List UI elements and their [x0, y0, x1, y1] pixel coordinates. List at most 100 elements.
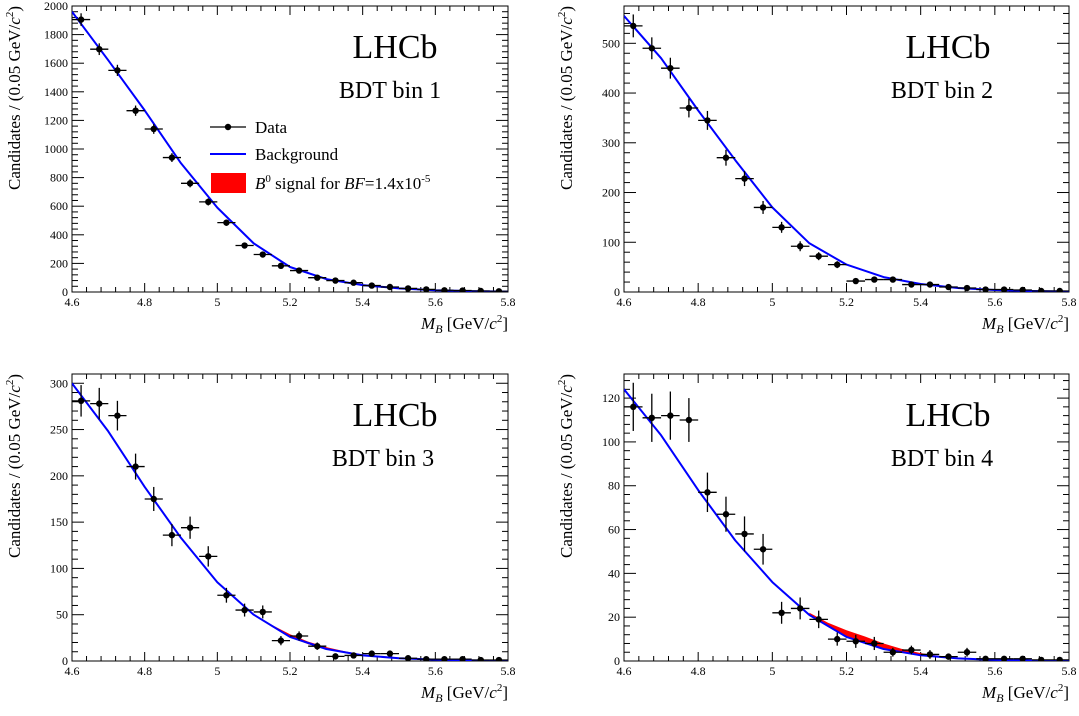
- y-tick-label: 500: [602, 36, 620, 50]
- y-tick-label: 1000: [44, 142, 68, 156]
- x-axis-title-subscript: B: [435, 322, 443, 336]
- data-point: [796, 243, 804, 250]
- x-tick-label: 5: [214, 295, 220, 309]
- data-point: [648, 414, 656, 422]
- data-point-group: [471, 287, 490, 292]
- data-point-group: [790, 241, 810, 252]
- panel-bdt-bin-3: 4.6 4.8 5 5.2 5.4 5.6 5.8 0 50 100 150 200 250 300 MB …: [4, 373, 516, 705]
- data-point: [630, 403, 637, 411]
- data-point-group: [181, 179, 200, 188]
- y-tick-label: 0: [62, 654, 68, 668]
- data-point: [778, 609, 785, 617]
- x-tick-label: 5.2: [839, 295, 854, 309]
- data-point: [423, 286, 430, 292]
- data-point-group: [846, 634, 866, 648]
- x-tick-label: 5.8: [501, 664, 516, 678]
- x-tick-label: 4.8: [137, 295, 152, 309]
- data-point-group: [380, 283, 399, 291]
- y-tick-label: 0: [62, 285, 68, 299]
- data-point-group: [344, 652, 363, 659]
- y-axis-title-c: c: [557, 385, 576, 393]
- x-tick-label: 4.8: [691, 664, 706, 678]
- legend-signal-label: B0 signal for BF=1.4x10-5: [255, 173, 431, 193]
- data-point-group: [753, 200, 773, 214]
- data-point-group: [453, 287, 472, 292]
- data-point: [186, 524, 194, 531]
- data-point-group: [308, 642, 327, 650]
- legend-signal-swatch: [211, 173, 246, 193]
- data-point-group: [809, 610, 828, 629]
- y-tick-label: 2000: [44, 0, 68, 13]
- x-tick-label: 4.8: [137, 664, 152, 678]
- x-axis-title-c: c: [489, 683, 497, 702]
- plot-frame: [623, 5, 1070, 293]
- x-axis-title-c: c: [1050, 683, 1058, 702]
- data-point: [96, 400, 103, 407]
- y-tick-label: 150: [50, 515, 68, 529]
- x-tick-label: 5.4: [355, 664, 370, 678]
- data-point-group: [399, 285, 418, 292]
- x-tick-label: 4.6: [65, 664, 80, 678]
- data-point: [871, 640, 878, 647]
- x-axis-title-superscript: 2: [497, 313, 503, 325]
- data-point: [477, 656, 484, 661]
- data-point: [77, 397, 85, 405]
- x-axis-title-close: ]: [1063, 314, 1069, 333]
- x-axis-title-c: c: [489, 314, 497, 333]
- y-tick-label: 400: [602, 86, 620, 100]
- data-point: [368, 650, 375, 657]
- y-axis-title-text: Candidates / (0.05 GeV/: [5, 392, 24, 558]
- data-point-group: [126, 453, 145, 480]
- data-point-group: [698, 110, 717, 130]
- data-point: [77, 16, 85, 23]
- data-point: [1037, 656, 1045, 661]
- data-point: [277, 262, 285, 270]
- data-point: [332, 653, 339, 660]
- x-tick-label: 5.4: [355, 295, 370, 309]
- data-point: [96, 45, 103, 53]
- background-curve: [72, 11, 508, 292]
- y-tick-label: 250: [50, 423, 68, 437]
- bin-label: BDT bin 4: [891, 446, 993, 472]
- background-curve: [72, 382, 508, 661]
- data-point: [759, 546, 767, 553]
- y-tick-label: 0: [614, 654, 620, 668]
- bin-label: BDT bin 3: [332, 446, 434, 472]
- data-point-group: [90, 387, 109, 420]
- data-point-group: [344, 279, 363, 286]
- data-point-group: [162, 153, 181, 163]
- y-tick-label: 300: [50, 376, 68, 390]
- x-axis-title-superscript: 2: [1058, 313, 1064, 325]
- data-point: [741, 530, 748, 538]
- data-point-group: [902, 645, 921, 655]
- x-axis-title-unit: [GeV/: [1004, 314, 1051, 333]
- data-point: [441, 287, 448, 292]
- data-point-group: [1050, 656, 1069, 661]
- data-point-group: [883, 647, 903, 657]
- panel-bdt-bin-4: 4.6 4.8 5 5.2 5.4 5.6 5.8 0 20 40 60 80 100 120 MB [Ge…: [556, 373, 1077, 705]
- x-tick-label: 5.2: [839, 664, 854, 678]
- data-point-group: [976, 286, 995, 292]
- data-point-group: [199, 546, 218, 567]
- legend-signal-bf: BF: [344, 174, 365, 193]
- data-point: [404, 655, 412, 661]
- data-point-group: [417, 655, 436, 661]
- x-tick-label: 5.4: [913, 295, 928, 309]
- data-point-group: [994, 655, 1014, 661]
- data-point-group: [735, 171, 754, 187]
- data-point-group: [290, 631, 309, 641]
- x-axis-title-symbol: M: [981, 314, 997, 333]
- plot-frame: [623, 373, 1070, 662]
- data-point-group: [1050, 287, 1069, 292]
- x-tick-label: 5.6: [987, 664, 1002, 678]
- x-axis-title-unit: [GeV/: [443, 314, 490, 333]
- legend-data-marker: [224, 123, 232, 131]
- x-tick-label: 5.2: [283, 295, 298, 309]
- data-point: [350, 279, 357, 286]
- y-axis-title: Candidates / (0.05 GeV/c2): [556, 6, 576, 190]
- data-point: [722, 511, 730, 518]
- data-point-group: [809, 252, 828, 261]
- y-tick-label: 200: [50, 469, 68, 483]
- data-point-group: [72, 13, 91, 26]
- y-axis-title-text: Candidates / (0.05 GeV/: [557, 392, 576, 558]
